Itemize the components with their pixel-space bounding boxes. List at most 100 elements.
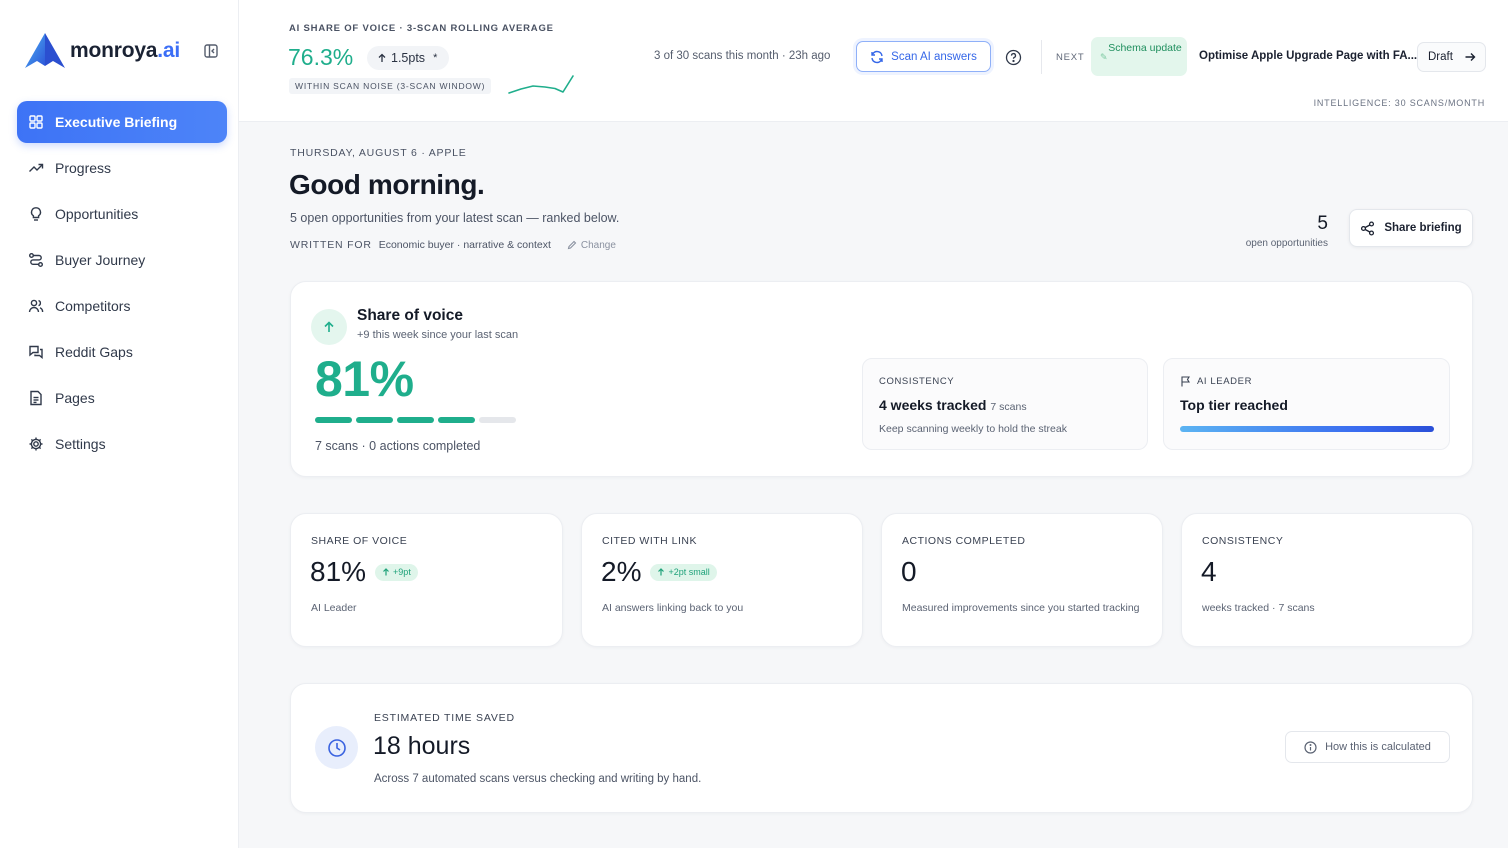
hero-progress-segment bbox=[438, 417, 475, 423]
stat-value: 2% +2pt small bbox=[601, 556, 717, 588]
draft-button-label: Draft bbox=[1428, 51, 1453, 63]
arrow-up-icon bbox=[383, 568, 389, 576]
scan-button-label: Scan AI answers bbox=[891, 50, 977, 63]
arrow-right-icon bbox=[1465, 53, 1476, 61]
gear-icon bbox=[29, 437, 43, 451]
stat-number: 4 bbox=[1201, 556, 1217, 587]
consistency-mini-card: CONSISTENCY 4 weeks tracked 7 scans Keep … bbox=[862, 358, 1148, 450]
sidebar-item-label: Executive Briefing bbox=[55, 114, 178, 130]
sidebar-item-label: Pages bbox=[55, 390, 95, 406]
sidebar-item-executive-briefing[interactable]: Executive Briefing bbox=[17, 101, 227, 143]
stat-delta-text: +2pt small bbox=[668, 567, 710, 577]
sov-delta-badge: 1.5pts * bbox=[367, 46, 450, 70]
collapse-sidebar-icon[interactable] bbox=[203, 43, 219, 59]
arrow-up-icon bbox=[378, 53, 386, 62]
share-briefing-button[interactable]: Share briefing bbox=[1349, 209, 1473, 247]
stat-number: 2% bbox=[601, 556, 642, 587]
ai-leader-mini-card: AI LEADER Top tier reached bbox=[1163, 358, 1450, 450]
time-saved-label: ESTIMATED TIME SAVED bbox=[374, 712, 515, 724]
pencil-icon bbox=[567, 240, 577, 250]
ai-leader-label-row: AI LEADER bbox=[1180, 376, 1252, 387]
chat-icon bbox=[29, 345, 43, 359]
open-opportunities-label: open opportunities bbox=[1245, 238, 1328, 249]
info-icon bbox=[1304, 740, 1317, 754]
route-icon bbox=[29, 253, 43, 267]
hero-progress-segment bbox=[397, 417, 434, 423]
next-action-title[interactable]: Optimise Apple Upgrade Page with FA... bbox=[1199, 50, 1418, 62]
stat-delta-chip: +9pt bbox=[375, 563, 418, 581]
stat-value: 4 bbox=[1201, 556, 1217, 588]
sidebar-item-opportunities[interactable]: Opportunities bbox=[17, 193, 227, 235]
trend-icon bbox=[29, 163, 44, 172]
ai-leader-value: Top tier reached bbox=[1180, 397, 1288, 413]
time-saved-card: ESTIMATED TIME SAVED 18 hours Across 7 a… bbox=[290, 683, 1473, 813]
lightbulb-icon bbox=[30, 207, 42, 221]
hero-value: 81% bbox=[315, 351, 414, 407]
change-audience-link[interactable]: Change bbox=[567, 240, 616, 251]
sidebar-item-progress[interactable]: Progress bbox=[17, 147, 227, 189]
sov-noise-label: WITHIN SCAN NOISE (3-SCAN WINDOW) bbox=[289, 78, 492, 94]
top-bar: AI SHARE OF VOICE · 3-SCAN ROLLING AVERA… bbox=[239, 0, 1508, 122]
brand-name: monroya.ai bbox=[70, 39, 181, 62]
stat-label: CONSISTENCY bbox=[1202, 535, 1284, 547]
hero-progress-segments bbox=[315, 417, 516, 423]
sidebar: monroya.ai Executive Briefing Progress O… bbox=[0, 0, 239, 848]
stat-note: AI answers linking back to you bbox=[602, 602, 744, 614]
sidebar-item-label: Reddit Gaps bbox=[55, 344, 133, 360]
stat-card-share-of-voice: SHARE OF VOICE 81% +9pt AI Leader bbox=[290, 513, 563, 647]
consistency-value: 4 weeks tracked 7 scans bbox=[879, 397, 1027, 413]
how-calculated-label: How this is calculated bbox=[1325, 741, 1431, 753]
document-icon bbox=[30, 390, 42, 406]
monroya-logo-icon bbox=[25, 33, 65, 68]
clock-icon bbox=[315, 726, 358, 769]
stat-value: 81% +9pt bbox=[310, 556, 418, 588]
share-of-voice-hero-card: Share of voice +9 this week since your l… bbox=[290, 281, 1473, 477]
scan-ai-answers-button[interactable]: Scan AI answers bbox=[856, 41, 991, 72]
help-icon[interactable] bbox=[1005, 49, 1022, 66]
grid-icon bbox=[29, 115, 43, 129]
consistency-scans: 7 scans bbox=[990, 401, 1027, 413]
sidebar-item-pages[interactable]: Pages bbox=[17, 377, 227, 419]
next-label: NEXT bbox=[1056, 52, 1085, 63]
share-icon bbox=[1361, 220, 1375, 236]
sidebar-item-competitors[interactable]: Competitors bbox=[17, 285, 227, 327]
draft-button[interactable]: Draft bbox=[1417, 42, 1486, 72]
sidebar-item-label: Buyer Journey bbox=[55, 252, 146, 268]
sidebar-item-label: Settings bbox=[55, 436, 106, 452]
users-icon bbox=[28, 299, 44, 313]
how-calculated-button[interactable]: How this is calculated bbox=[1285, 731, 1450, 763]
ai-leader-progress-bar bbox=[1180, 426, 1434, 432]
hero-progress-segment bbox=[315, 417, 352, 423]
hero-progress-segment bbox=[356, 417, 393, 423]
refresh-icon bbox=[871, 50, 883, 63]
time-saved-value: 18 hours bbox=[373, 732, 471, 760]
sidebar-item-reddit-gaps[interactable]: Reddit Gaps bbox=[17, 331, 227, 373]
stat-card-actions-completed: ACTIONS COMPLETED 0 Measured improvement… bbox=[881, 513, 1163, 647]
written-for: WRITTEN FOR Economic buyer · narrative &… bbox=[290, 239, 616, 251]
sidebar-item-buyer-journey[interactable]: Buyer Journey bbox=[17, 239, 227, 281]
hero-progress-segment bbox=[479, 417, 516, 423]
hero-subtitle: +9 this week since your last scan bbox=[357, 329, 519, 341]
stat-delta-chip: +2pt small bbox=[650, 563, 717, 581]
stat-label: SHARE OF VOICE bbox=[311, 535, 408, 547]
sov-delta-value: 1.5pts bbox=[391, 51, 426, 65]
stat-label: CITED WITH LINK bbox=[602, 535, 698, 547]
stat-note: Measured improvements since you started … bbox=[902, 602, 1140, 614]
stat-label: ACTIONS COMPLETED bbox=[902, 535, 1026, 547]
hero-title: Share of voice bbox=[357, 307, 463, 324]
sidebar-item-label: Progress bbox=[55, 160, 112, 176]
next-type-label: Schema update bbox=[1108, 42, 1182, 54]
topbar-divider bbox=[1041, 40, 1042, 74]
stat-value: 0 bbox=[901, 556, 917, 588]
sidebar-item-settings[interactable]: Settings bbox=[17, 423, 227, 465]
written-for-label: WRITTEN FOR bbox=[290, 239, 372, 251]
flag-icon bbox=[1181, 376, 1190, 387]
open-opportunities-count: 5 bbox=[1317, 213, 1328, 234]
sov-caption: AI SHARE OF VOICE · 3-SCAN ROLLING AVERA… bbox=[289, 23, 554, 34]
consistency-label: CONSISTENCY bbox=[879, 376, 955, 387]
sidebar-item-label: Opportunities bbox=[55, 206, 139, 222]
brand[interactable]: monroya.ai bbox=[22, 30, 180, 72]
consistency-weeks: 4 weeks tracked bbox=[879, 397, 987, 413]
sov-rolling-value: 76.3% bbox=[288, 44, 354, 70]
sov-delta-footnote: * bbox=[433, 52, 438, 64]
